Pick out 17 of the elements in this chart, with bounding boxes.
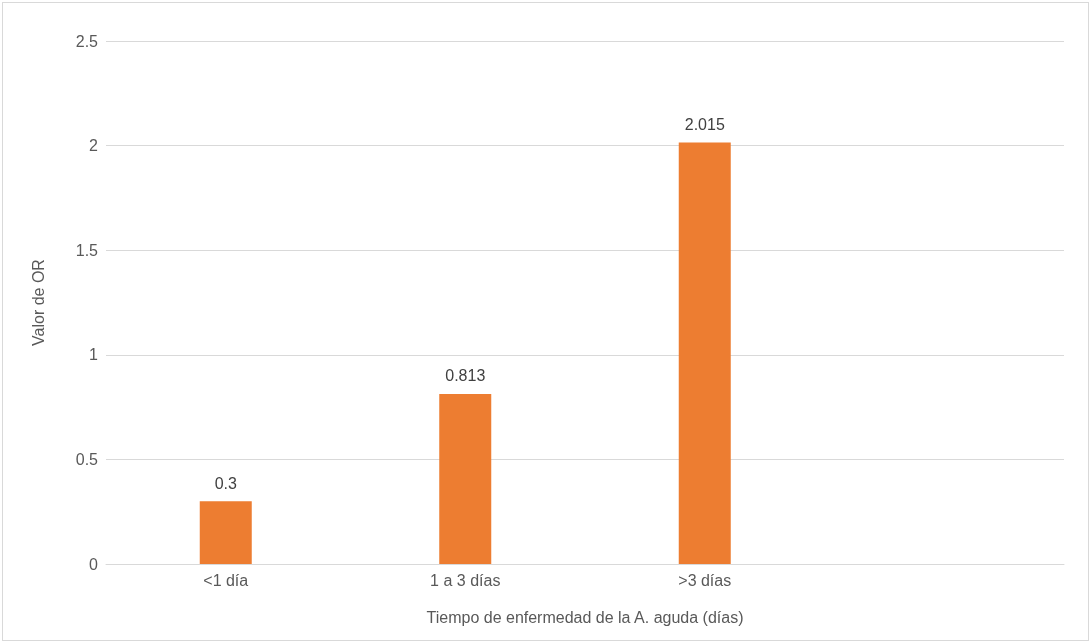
x-axis-title: Tiempo de enfermedad de la A. aguda (días): [426, 608, 744, 626]
y-tick-label: 0: [89, 555, 99, 573]
y-tick-label: 1: [89, 346, 99, 364]
y-tick-label: 2: [89, 137, 99, 155]
x-tick-label: 1 a 3 días: [430, 571, 501, 589]
y-tick-label: 1.5: [75, 241, 99, 259]
y-axis-title: Valor de OR: [29, 259, 47, 346]
bar: [439, 393, 492, 564]
bar: [199, 501, 252, 564]
data-label: 2.015: [684, 115, 725, 133]
bar: [678, 142, 731, 564]
data-label: 0.3: [214, 474, 237, 492]
data-label: 0.813: [445, 367, 486, 385]
x-tick-label: <1 día: [203, 571, 249, 589]
y-tick-label: 2.5: [75, 32, 99, 50]
y-tick-label: 0.5: [75, 450, 99, 468]
x-tick-label: >3 días: [678, 571, 732, 589]
